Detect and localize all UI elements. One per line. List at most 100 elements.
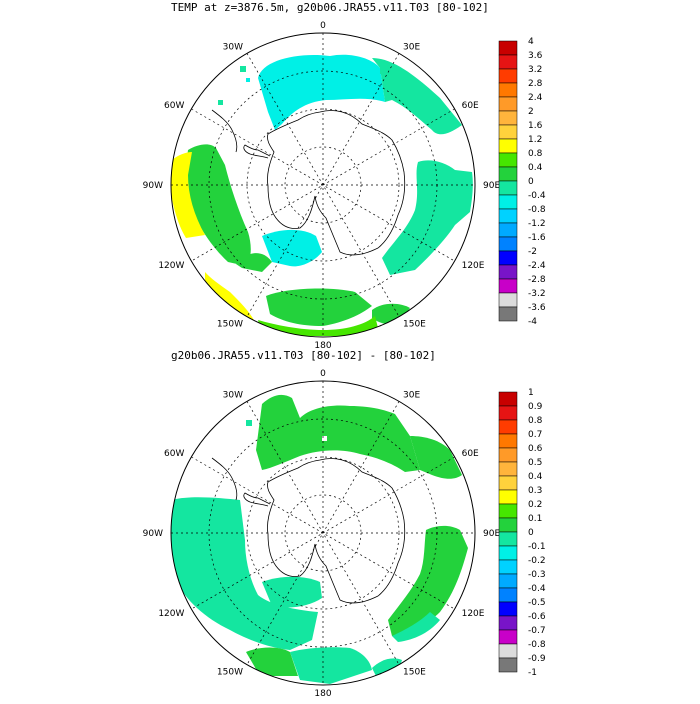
panel-2-colorbar-swatch (498, 517, 518, 533)
panel-2-colorbar-label: -0.9 (528, 654, 546, 664)
panel-2-lon-label: 120E (462, 609, 485, 619)
panel-1-colorbar-swatch (498, 152, 518, 168)
panel-2-colorbar-swatch (498, 419, 518, 435)
panel-2-colorbar: 1 0.9 0.8 0.7 0.6 0.5 0.4 0.3 0.2 0.1 0 -0.1 -0.2 -0.… (498, 388, 546, 678)
panel-1-lon-label: 150W (217, 320, 243, 330)
panel-1-colorbar-swatch (498, 110, 518, 126)
panel-1-colorbar-swatch (498, 306, 518, 322)
panel-1-map-boundary (170, 32, 476, 338)
panel-1-colorbar-label: 1.2 (528, 135, 542, 145)
panel-1-colorbar-label: -3.2 (528, 289, 546, 299)
panel-2-colorbar-swatch (498, 657, 518, 673)
panel-1-colorbar-label: -4 (528, 317, 537, 327)
panel-2-lon-label: 90W (143, 529, 163, 539)
panel-1-colorbar-swatch (498, 68, 518, 84)
panel-1-lon-label: 180 (314, 341, 331, 351)
panel-2-lon-label: 0 (320, 369, 326, 379)
panel-1-title: TEMP at z=3876.5m, g20b06.JRA55.v11.T03 … (171, 1, 489, 14)
panel-1-colorbar-swatch (498, 292, 518, 308)
panel-1-colorbar-swatch (498, 40, 518, 56)
panel-1-colorbar-swatch (498, 264, 518, 280)
panel-1-colorbar-swatch (498, 96, 518, 112)
panel-2-colorbar-swatch (498, 475, 518, 491)
panel-2-colorbar-label: -0.6 (528, 612, 546, 622)
panel-2-colorbar-swatch (498, 461, 518, 477)
panel-1-lon-label: 60W (164, 101, 184, 111)
panel-1-colorbar-label: 2.8 (528, 79, 543, 89)
panel-1-colorbar-swatch (498, 82, 518, 98)
panel-1-colorbar-label: -2.4 (528, 261, 546, 271)
panel-1-colorbar-label: 0.4 (528, 163, 543, 173)
panel-2-colorbar-label: 0.6 (528, 444, 543, 454)
panel-2-shaded-regions (171, 394, 468, 684)
panel-2-antarctica-coastline (267, 458, 406, 604)
panel-1-colorbar-swatch (498, 180, 518, 196)
panel-1-colorbar-label: -1.2 (528, 219, 546, 229)
panel-1-lon-label: 30W (223, 42, 243, 52)
panel-2-antarctic-peninsula (243, 492, 271, 507)
panel-2-lon-label: 90E (483, 529, 500, 539)
panel-2-lon-label: 60W (164, 449, 184, 459)
panel-2-longitude-labels: 0 30E 60E 90E 120E 150E 180 150W 120W 90W 60W 30W (143, 369, 501, 699)
panel-2-colorbar-swatch (498, 489, 518, 505)
panel-2-lon-label: 60E (462, 449, 479, 459)
panel-2-colorbar-label: -0.2 (528, 556, 546, 566)
panel-2-colorbar-swatch (498, 503, 518, 519)
panel-2-lon-label: 180 (314, 689, 331, 699)
panel-1-lon-label: 30E (403, 42, 420, 52)
panel-1-antarctic-peninsula (243, 144, 271, 159)
panel-2-colorbar-swatch (498, 391, 518, 407)
panel-1-colorbar-label: 4 (528, 37, 534, 47)
panel-2-colorbar-swatch (498, 601, 518, 617)
panel-1-colorbar-label: -0.4 (528, 191, 546, 201)
panel-2-colorbar-label: -0.4 (528, 584, 546, 594)
panel-2-colorbar-label: 0.5 (528, 458, 542, 468)
panel-1-colorbar-swatch (498, 124, 518, 140)
panel-1-colorbar-label: 3.2 (528, 65, 542, 75)
panel-2-colorbar-label: 0.3 (528, 486, 542, 496)
panel-2-colorbar-swatch (498, 433, 518, 449)
panel-1-lon-label: 90W (143, 181, 163, 191)
panel-2-colorbar-label: -0.7 (528, 626, 546, 636)
panel-1-colorbar: 4 3.6 3.2 2.8 2.4 2 1.6 1.2 0.8 0.4 0 -0.4 -0.8 -1.2 -… (498, 37, 546, 327)
panel-2-graticule (171, 381, 475, 685)
panel-1-shaded-regions (171, 54, 473, 336)
panel-1-lon-label: 90E (483, 181, 500, 191)
panel-2-lon-label: 30E (403, 390, 420, 400)
panel-2-colorbar-swatch (498, 531, 518, 547)
panel-2-colorbar-swatch (498, 559, 518, 575)
panel-2-title: g20b06.JRA55.v11.T03 [80-102] - [80-102] (171, 349, 436, 362)
panel-2-map-boundary (170, 380, 476, 686)
panel-2-colorbar-label: 0.4 (528, 472, 543, 482)
panel-1-colorbar-swatch (498, 208, 518, 224)
panel-2-lon-label: 150W (217, 668, 243, 678)
panel-1-colorbar-label: -2.8 (528, 275, 546, 285)
panel-1-south-america (211, 109, 238, 153)
panel-2-map: 0 30E 60E 90E 120E 150E 180 150W 120W 90W 60W 30W (143, 369, 501, 699)
panel-2-colorbar-swatch (498, 545, 518, 561)
panel-1-colorbar-label: -1.6 (528, 233, 546, 243)
panel-2-colorbar-label: -0.5 (528, 598, 546, 608)
panel-1-lon-label: 0 (320, 21, 326, 31)
panel-1-graticule (171, 33, 475, 337)
panel-2-colorbar-label: 0.9 (528, 402, 543, 412)
panel-2-lon-label: 30W (223, 390, 243, 400)
panel-2-lon-label: 120W (158, 609, 184, 619)
panel-2-colorbar-label: -0.3 (528, 570, 546, 580)
panel-1-lon-label: 120E (462, 261, 485, 271)
panel-2-south-america (211, 457, 238, 501)
panel-2-colorbar-swatch (498, 447, 518, 463)
panel-1-colorbar-swatch (498, 250, 518, 266)
panel-2-colorbar-swatch (498, 587, 518, 603)
panel-1-colorbar-label: 2 (528, 107, 534, 117)
panel-2-colorbar-label: -0.1 (528, 542, 546, 552)
panel-2-colorbar-label: -0.8 (528, 640, 546, 650)
panel-2-colorbar-swatch (498, 643, 518, 659)
panel-2-colorbar-label: 0.7 (528, 430, 542, 440)
panel-1-colorbar-swatch (498, 222, 518, 238)
panel-2-colorbar-swatch (498, 629, 518, 645)
panel-2-colorbar-swatch (498, 615, 518, 631)
panel-1-colorbar-label: 3.6 (528, 51, 543, 61)
